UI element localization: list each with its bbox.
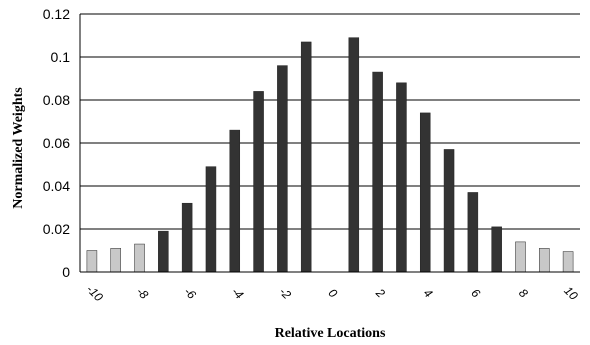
bars [86, 37, 574, 273]
bar [253, 91, 264, 273]
x-tick-labels: -10 -8 -6 -4 -2 0 2 4 6 8 10 [84, 282, 581, 304]
axes [79, 14, 580, 273]
y-tick-label: 0.04 [43, 178, 70, 194]
bar [86, 250, 98, 273]
y-tick-label: 0.02 [43, 221, 70, 237]
bar [134, 243, 145, 273]
x-tick-label: -6 [181, 284, 199, 302]
x-tick-label: 0 [326, 286, 341, 301]
x-axis-title: Relative Locations [275, 326, 386, 341]
y-tick-label: 0.1 [51, 49, 71, 65]
bar [110, 248, 121, 273]
y-tick-label: 0.08 [43, 92, 70, 108]
bar [205, 166, 217, 273]
x-tick-label: -10 [84, 282, 106, 304]
bar [419, 112, 431, 273]
bar [467, 192, 479, 273]
x-tick-label: 4 [421, 286, 436, 301]
y-tick-label: 0.06 [43, 135, 70, 151]
bar [372, 71, 383, 273]
y-tick-label: 0.12 [43, 6, 70, 22]
bar [491, 226, 502, 273]
bar [229, 129, 241, 273]
x-tick-label: 6 [468, 286, 483, 301]
bar [515, 241, 526, 273]
bar [158, 230, 169, 273]
bar [300, 41, 312, 273]
bar [348, 37, 360, 273]
bar [539, 248, 550, 273]
gridlines [80, 13, 580, 230]
bar [396, 82, 407, 273]
bar [181, 202, 193, 273]
bar [562, 251, 574, 273]
y-axis-title: Normalized Weights [11, 87, 26, 209]
y-tick-label: 0 [62, 264, 70, 280]
x-tick-label: -2 [276, 284, 294, 302]
y-tick-labels: 0 0.02 0.04 0.06 0.08 0.1 0.12 [43, 6, 70, 280]
x-tick-label: 8 [516, 286, 531, 301]
bar [277, 65, 288, 273]
x-tick-label: 10 [561, 283, 581, 303]
x-tick-label: 2 [372, 285, 388, 301]
x-tick-label: -4 [229, 284, 247, 302]
x-tick-label: -8 [134, 284, 152, 302]
bar [443, 149, 455, 273]
